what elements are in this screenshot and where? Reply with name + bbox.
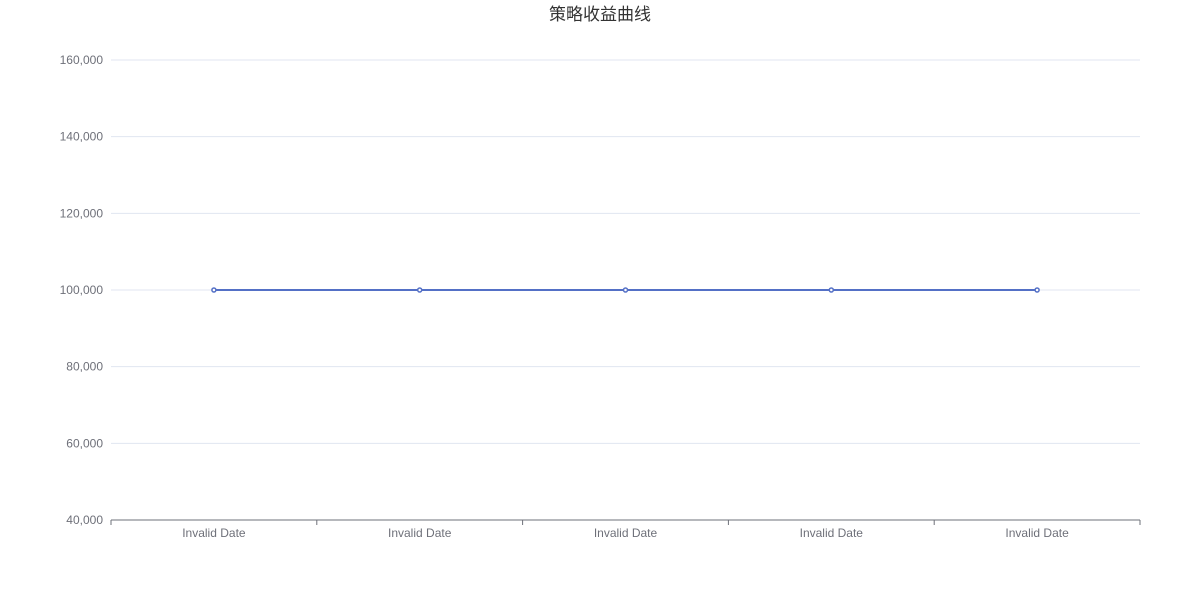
y-tick-label: 160,000 (60, 53, 104, 67)
data-point[interactable] (622, 287, 629, 293)
y-tick-label: 140,000 (60, 130, 104, 144)
data-point[interactable] (211, 287, 217, 293)
y-tick-label: 100,000 (60, 283, 104, 297)
y-tick-label: 40,000 (66, 513, 103, 527)
y-tick-label: 60,000 (66, 436, 103, 450)
x-tick-label: Invalid Date (182, 526, 246, 540)
x-tick-label: Invalid Date (388, 526, 452, 540)
grid-lines (111, 59, 1140, 444)
data-point[interactable] (416, 287, 423, 293)
y-tick-label: 120,000 (60, 206, 104, 220)
y-tick-label: 80,000 (66, 360, 103, 374)
data-point[interactable] (828, 287, 835, 293)
chart-title: 策略收益曲线 (549, 5, 651, 25)
x-axis-labels: Invalid Date Invalid Date Invalid Date Inva… (182, 526, 1069, 540)
series (211, 287, 1040, 293)
x-tick-label: Invalid Date (800, 526, 864, 540)
x-tick-label: Invalid Date (1005, 526, 1069, 540)
x-axis (110, 519, 1141, 525)
y-axis-labels: 40,000 60,000 80,000 100,000 120,000 140,000 1… (60, 53, 104, 527)
x-tick-label: Invalid Date (594, 526, 658, 540)
data-point[interactable] (1034, 287, 1040, 293)
